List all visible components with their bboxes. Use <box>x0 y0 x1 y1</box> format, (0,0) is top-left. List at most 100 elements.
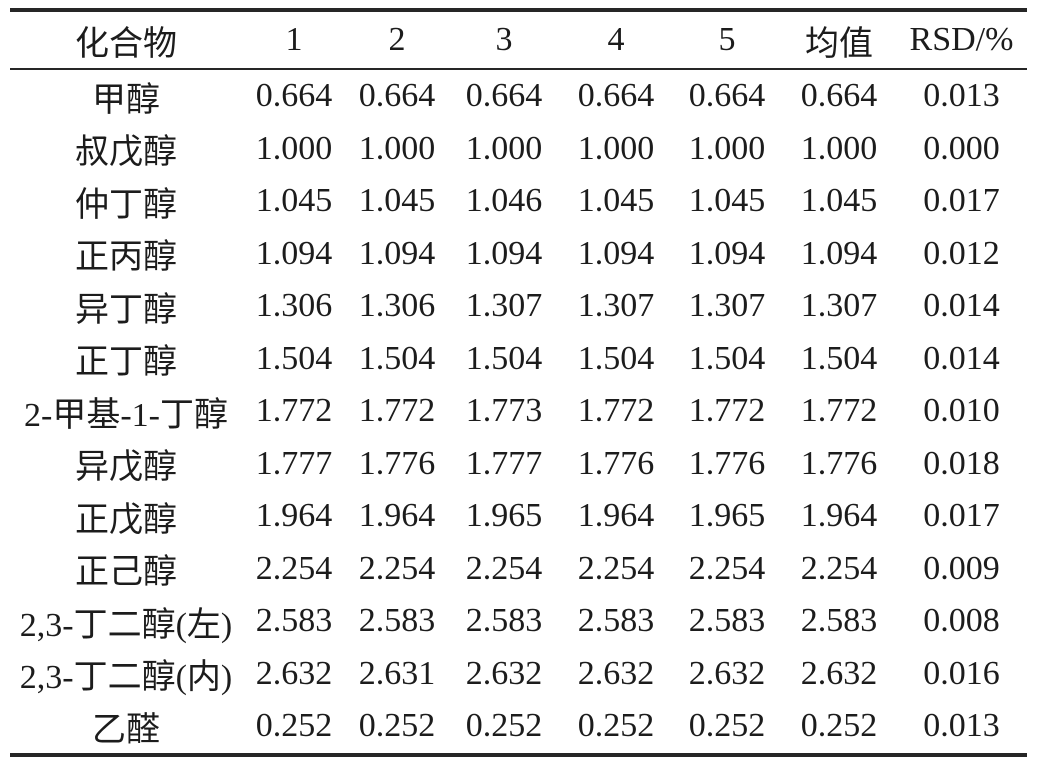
value-cell: 1.504 <box>800 339 878 377</box>
value-cell: 2.632 <box>688 654 766 692</box>
value-cell: 1.307 <box>577 287 655 325</box>
value-cell: 1.776 <box>688 444 766 482</box>
compound-cell: 正丁醇 <box>75 344 177 382</box>
value-cell: 1.045 <box>800 182 878 220</box>
value-cell: 1.776 <box>358 444 436 482</box>
value-cell: 1.776 <box>800 444 878 482</box>
value-cell: 1.773 <box>465 392 543 430</box>
value-cell: 1.772 <box>255 392 333 430</box>
value-cell: 1.504 <box>255 339 333 377</box>
value-cell: 0.014 <box>923 339 1000 377</box>
compound-cell: 仲丁醇 <box>75 186 177 224</box>
value-cell: 2.583 <box>800 602 878 640</box>
value-cell: 1.504 <box>465 339 543 377</box>
value-cell: 1.306 <box>255 287 333 325</box>
value-cell: 1.307 <box>465 287 543 325</box>
value-cell: 1.000 <box>688 129 766 167</box>
compound-cell: 2,3-丁二醇(左) <box>19 606 233 644</box>
value-cell: 2.583 <box>465 602 543 640</box>
value-cell: 1.776 <box>577 444 655 482</box>
compound-cell: 正丙醇 <box>75 239 177 277</box>
table-row: 异戊醇 1.777 1.776 1.777 1.776 1.776 1.776 0.018 <box>10 438 1027 491</box>
value-cell: 1.094 <box>358 234 436 272</box>
value-cell: 0.009 <box>923 549 1000 587</box>
value-cell: 1.964 <box>800 497 878 535</box>
value-cell: 0.017 <box>923 182 1000 220</box>
value-cell: 1.094 <box>688 234 766 272</box>
value-cell: 1.772 <box>800 392 878 430</box>
column-header-run5: 5 <box>672 10 782 70</box>
value-cell: 0.252 <box>577 707 655 745</box>
value-cell: 1.094 <box>255 234 333 272</box>
value-cell: 2.254 <box>358 549 436 587</box>
column-header-rsd: RSD/% <box>896 10 1027 70</box>
value-cell: 2.632 <box>800 654 878 692</box>
value-cell: 1.772 <box>688 392 766 430</box>
value-cell: 2.632 <box>465 654 543 692</box>
table-row: 正丙醇 1.094 1.094 1.094 1.094 1.094 1.094 0.012 <box>10 228 1027 281</box>
value-cell: 1.045 <box>688 182 766 220</box>
value-cell: 0.664 <box>358 77 436 115</box>
value-cell: 1.307 <box>688 287 766 325</box>
value-cell: 0.664 <box>465 77 543 115</box>
value-cell: 1.094 <box>800 234 878 272</box>
column-header-run1: 1 <box>242 10 346 70</box>
value-cell: 0.252 <box>688 707 766 745</box>
compound-cell: 乙醛 <box>92 711 160 749</box>
value-cell: 1.777 <box>465 444 543 482</box>
value-cell: 1.965 <box>465 497 543 535</box>
value-cell: 1.045 <box>255 182 333 220</box>
value-cell: 1.777 <box>255 444 333 482</box>
value-cell: 1.094 <box>465 234 543 272</box>
value-cell: 2.632 <box>255 654 333 692</box>
value-cell: 1.306 <box>358 287 436 325</box>
compound-cell: 2-甲基-1-丁醇 <box>24 396 228 434</box>
table-row: 乙醛 0.252 0.252 0.252 0.252 0.252 0.252 0.013 <box>10 700 1027 755</box>
table-body: 甲醇 0.664 0.664 0.664 0.664 0.664 0.664 0.013 叔戊醇… <box>10 69 1027 755</box>
table-row: 2-甲基-1-丁醇 1.772 1.772 1.773 1.772 1.772 1.772 0… <box>10 385 1027 438</box>
value-cell: 2.631 <box>358 654 436 692</box>
value-cell: 0.013 <box>923 707 1000 745</box>
table-row: 叔戊醇 1.000 1.000 1.000 1.000 1.000 1.000 0.000 <box>10 123 1027 176</box>
table-row: 正己醇 2.254 2.254 2.254 2.254 2.254 2.254 0.009 <box>10 543 1027 596</box>
table-row: 2,3-丁二醇(左) 2.583 2.583 2.583 2.583 2.583 2.583… <box>10 595 1027 648</box>
value-cell: 0.252 <box>255 707 333 745</box>
value-cell: 2.583 <box>255 602 333 640</box>
value-cell: 1.045 <box>358 182 436 220</box>
header-row: 化合物 1 2 3 4 5 均值 RSD/% <box>10 10 1027 70</box>
compound-cell: 正己醇 <box>75 554 177 592</box>
value-cell: 1.504 <box>688 339 766 377</box>
compound-cell: 2,3-丁二醇(内) <box>19 659 233 697</box>
value-cell: 0.016 <box>923 654 1000 692</box>
column-header-run2: 2 <box>346 10 448 70</box>
compound-cell: 叔戊醇 <box>75 134 177 172</box>
value-cell: 2.254 <box>800 549 878 587</box>
value-cell: 1.045 <box>577 182 655 220</box>
value-cell: 0.664 <box>577 77 655 115</box>
value-cell: 0.664 <box>800 77 878 115</box>
value-cell: 0.017 <box>923 497 1000 535</box>
value-cell: 2.254 <box>255 549 333 587</box>
value-cell: 0.013 <box>923 77 1000 115</box>
value-cell: 0.664 <box>688 77 766 115</box>
value-cell: 1.000 <box>358 129 436 167</box>
compound-cell: 异丁醇 <box>75 291 177 329</box>
value-cell: 1.504 <box>577 339 655 377</box>
value-cell: 1.046 <box>465 182 543 220</box>
value-cell: 1.094 <box>577 234 655 272</box>
value-cell: 1.000 <box>577 129 655 167</box>
table-row: 正丁醇 1.504 1.504 1.504 1.504 1.504 1.504 0.014 <box>10 333 1027 386</box>
precision-results-table: 化合物 1 2 3 4 5 均值 RSD/% 甲醇 0.664 0.664 0.664… <box>10 8 1027 757</box>
table-row: 异丁醇 1.306 1.306 1.307 1.307 1.307 1.307 0.014 <box>10 280 1027 333</box>
value-cell: 0.664 <box>255 77 333 115</box>
value-cell: 2.583 <box>688 602 766 640</box>
value-cell: 1.772 <box>577 392 655 430</box>
value-cell: 2.254 <box>465 549 543 587</box>
table-row: 正戊醇 1.964 1.964 1.965 1.964 1.965 1.964 0.017 <box>10 490 1027 543</box>
value-cell: 0.252 <box>465 707 543 745</box>
table-row: 仲丁醇 1.045 1.045 1.046 1.045 1.045 1.045 0.017 <box>10 175 1027 228</box>
value-cell: 1.000 <box>800 129 878 167</box>
value-cell: 0.012 <box>923 234 1000 272</box>
value-cell: 1.000 <box>255 129 333 167</box>
column-header-run4: 4 <box>560 10 672 70</box>
